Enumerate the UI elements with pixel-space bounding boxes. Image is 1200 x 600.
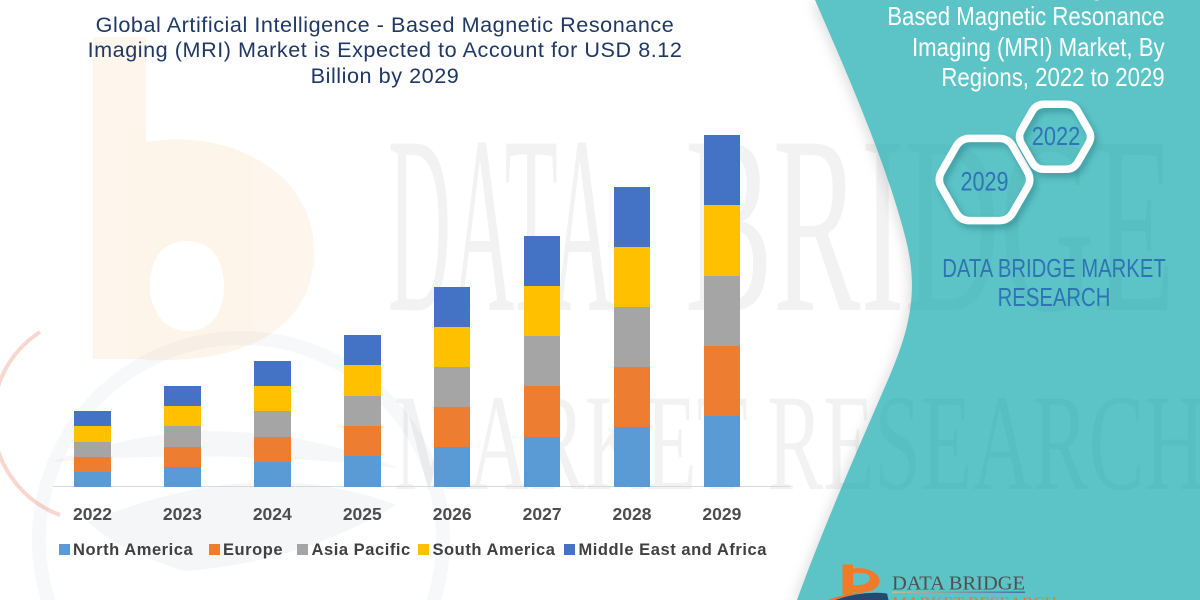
svg-text:MARKET RESEARCH: MARKET RESEARCH bbox=[892, 595, 1057, 600]
svg-text:DATA: DATA bbox=[388, 84, 614, 365]
svg-text:DATA BRIDGE: DATA BRIDGE bbox=[892, 574, 1025, 595]
svg-text:2022: 2022 bbox=[1032, 122, 1081, 151]
svg-text:2029: 2029 bbox=[960, 167, 1008, 197]
